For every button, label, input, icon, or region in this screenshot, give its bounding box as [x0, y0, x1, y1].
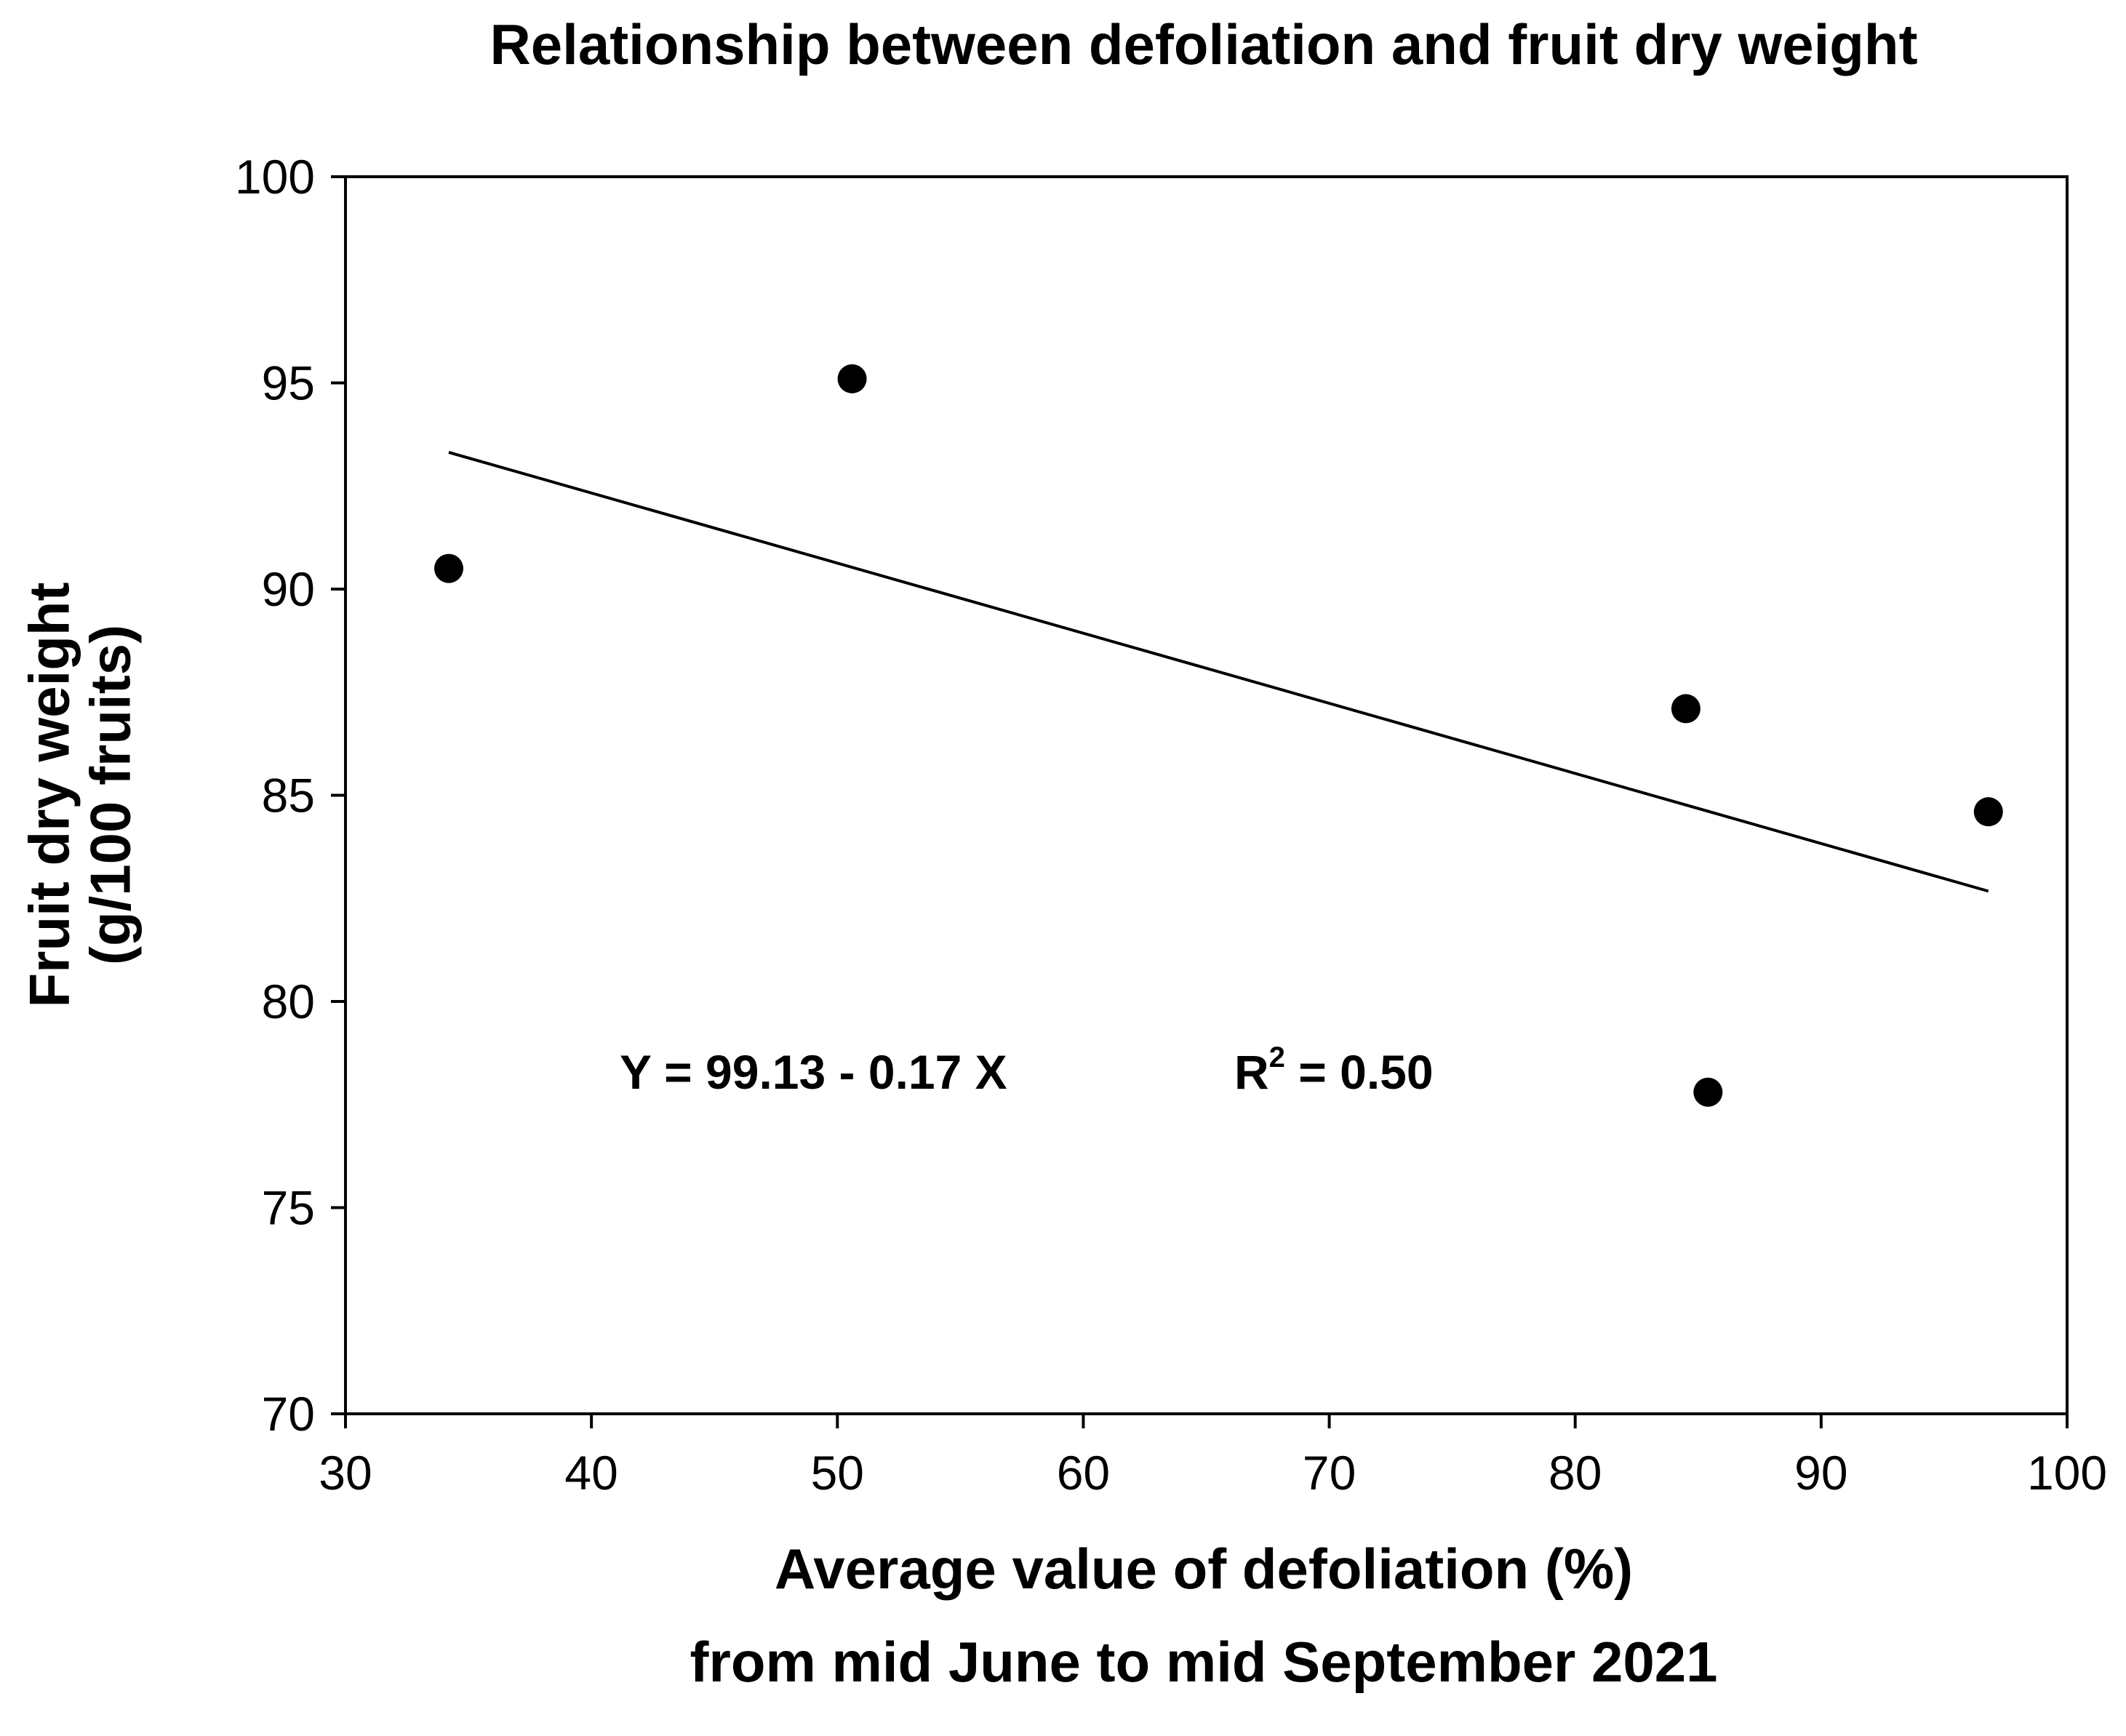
data-point [837, 364, 867, 393]
y-axis-title-line-1: Fruit dry weight [17, 582, 81, 1007]
r-squared-label: R2 = 0.50 [1234, 1041, 1434, 1099]
x-tick-label: 50 [811, 1446, 864, 1500]
y-axis-title: Fruit dry weight (g/100 fruits) [17, 582, 143, 1007]
data-points [434, 364, 2003, 1107]
y-tick-label: 70 [262, 1387, 315, 1441]
regression-equation: Y = 99.13 - 0.17 X [620, 1045, 1007, 1099]
x-tick-label: 60 [1057, 1446, 1110, 1500]
x-tick-label: 90 [1794, 1446, 1847, 1500]
y-tick-label: 90 [262, 562, 315, 616]
trendline [448, 451, 1989, 893]
x-tick-label: 40 [564, 1446, 618, 1500]
x-tick-label: 30 [319, 1446, 372, 1500]
r-squared-superscript: 2 [1269, 1041, 1285, 1073]
y-tick-label: 95 [262, 356, 315, 410]
x-axis-title-line-2: from mid June to mid September 2021 [690, 1630, 1717, 1694]
data-point [1671, 694, 1701, 724]
plot-frame [344, 175, 2069, 1415]
trendline-group [448, 451, 1989, 893]
x-tick-label: 100 [2027, 1446, 2107, 1500]
y-tick-label: 100 [235, 150, 315, 204]
axis-ticks: 30 40 50 60 70 80 90 100 70 75 80 85 90 95 100 [235, 150, 2107, 1500]
data-point [1693, 1077, 1723, 1107]
chart-title: Relationship between defoliation and fru… [489, 12, 1917, 76]
data-point [434, 553, 464, 583]
x-tick-label: 70 [1303, 1446, 1356, 1500]
y-tick-label: 80 [262, 975, 315, 1028]
y-tick-label: 75 [262, 1181, 315, 1235]
data-point [1973, 797, 2003, 827]
r-squared-value: = 0.50 [1285, 1045, 1434, 1099]
r-squared-letter: R [1234, 1045, 1269, 1099]
x-axis-title-line-1: Average value of defoliation (%) [775, 1537, 1633, 1601]
y-tick-label: 85 [262, 769, 315, 823]
y-axis-title-line-2: (g/100 fruits) [79, 625, 143, 965]
x-tick-label: 80 [1548, 1446, 1602, 1500]
